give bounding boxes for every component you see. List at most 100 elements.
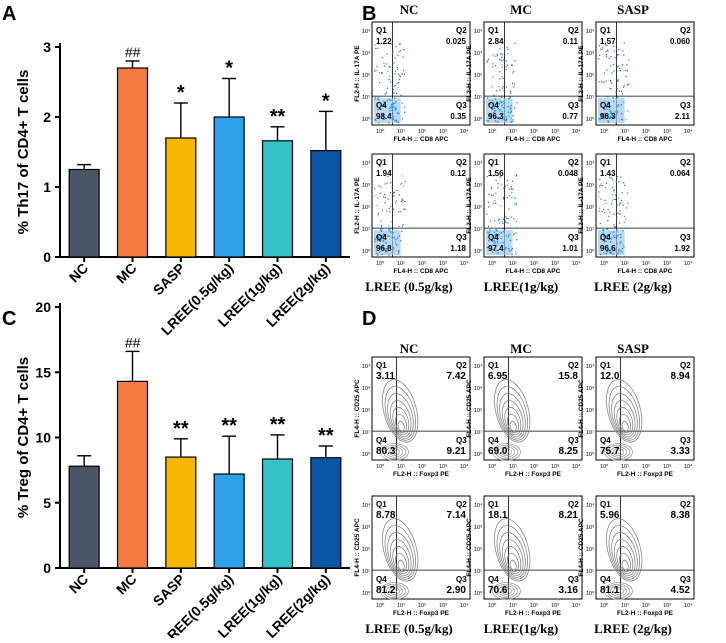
x-log-tick: 10¹ <box>509 129 517 135</box>
event-dot <box>627 110 629 112</box>
y-log-tick: 10⁰ <box>474 248 483 255</box>
event-dot <box>510 110 512 113</box>
event-dot <box>488 233 490 236</box>
event-dot <box>382 244 384 247</box>
event-dot <box>486 246 489 249</box>
event-dot <box>499 89 501 91</box>
x-log-tick: 10⁴ <box>460 602 469 609</box>
event-dot <box>501 110 503 113</box>
treg-bar-chart: % Treg of CD4+ T cells 0 5 10 15 20 NC ## MC ** S… <box>15 299 350 643</box>
event-dot <box>493 102 495 104</box>
contour-ring <box>613 587 624 595</box>
event-dot <box>492 251 494 253</box>
contour-ring <box>610 446 627 458</box>
event-dot <box>387 198 389 200</box>
event-dot <box>397 237 399 239</box>
event-dot <box>601 117 603 119</box>
event-dot <box>494 109 496 112</box>
x-log-tick: 10⁴ <box>572 463 581 470</box>
event-dot <box>626 63 628 66</box>
event-dot <box>395 108 397 110</box>
event-dot <box>506 64 508 66</box>
event-dot <box>505 68 507 71</box>
event-dot <box>398 73 400 75</box>
contour-ring <box>392 449 397 455</box>
event-dot <box>494 199 496 202</box>
event-dot <box>625 75 627 78</box>
y-log-tick: 10² <box>586 73 594 79</box>
event-dot <box>607 208 609 211</box>
quadrant-label-q4: Q4 <box>600 233 611 242</box>
event-dot <box>628 83 630 85</box>
event-dot <box>504 185 506 187</box>
event-dot <box>381 230 383 232</box>
event-dot <box>392 112 394 114</box>
event-dot <box>505 60 508 62</box>
event-dot <box>489 220 491 222</box>
contour-ring <box>504 407 522 436</box>
row-title-lree-05: LREE (0.5g/kg) <box>365 621 452 636</box>
event-dot <box>613 224 615 226</box>
event-dot <box>493 239 496 242</box>
y-axis-label: FL2-H :: IL-17A PE <box>354 45 361 102</box>
event-dot <box>598 210 600 212</box>
event-dot <box>392 88 395 91</box>
event-dot <box>488 231 491 234</box>
event-dot <box>602 229 605 231</box>
panel-label-d: D <box>362 308 376 330</box>
event-dot <box>598 196 600 198</box>
row-title-lree-2: LREE (2g/kg) <box>594 621 672 636</box>
quadrant-value-q1: 1.57 <box>600 37 616 46</box>
event-dot <box>509 188 511 190</box>
significance-label: * <box>225 58 233 80</box>
event-dot <box>374 188 376 190</box>
event-dot <box>503 187 505 189</box>
event-dot <box>510 121 512 123</box>
y-log-tick: 10⁰ <box>586 116 595 123</box>
event-dot <box>620 199 623 202</box>
event-dot <box>382 114 385 117</box>
x-axis-label: FL2-H :: Foxp3 PE <box>505 610 562 617</box>
event-dot <box>397 227 399 229</box>
event-dot <box>619 250 622 252</box>
event-dot <box>511 191 513 194</box>
event-dot <box>374 98 376 101</box>
event-dot <box>492 66 494 68</box>
event-dot <box>610 65 612 67</box>
contour-ring <box>383 583 406 599</box>
quadrant-label-q4: Q4 <box>488 436 499 445</box>
event-dot <box>395 119 397 121</box>
event-dot <box>600 198 602 200</box>
event-dot <box>379 192 381 195</box>
event-dot <box>625 118 627 120</box>
x-log-tick: 10⁰ <box>600 463 609 470</box>
event-dot <box>612 180 614 182</box>
y-tick-label: 1 <box>43 179 51 195</box>
event-dot <box>605 55 608 57</box>
event-dot <box>507 218 509 220</box>
quadrant-label-q2: Q2 <box>680 158 691 167</box>
event-dot <box>506 46 508 49</box>
event-dot <box>613 50 615 52</box>
event-dot <box>600 253 602 256</box>
x-log-tick: 10³ <box>663 464 671 470</box>
event-dot <box>610 177 612 179</box>
event-dot <box>511 253 513 256</box>
event-dot <box>384 202 386 204</box>
event-dot <box>614 249 616 252</box>
event-dot <box>501 118 503 120</box>
event-dot <box>607 50 609 52</box>
x-log-tick: 10⁰ <box>600 260 609 267</box>
significance-label: ** <box>270 106 286 128</box>
x-axis-label: FL4-H :: CD8 APC <box>506 136 561 143</box>
event-dot <box>501 76 503 78</box>
event-dot <box>391 109 393 111</box>
event-dot <box>497 182 499 185</box>
event-dot <box>510 249 513 251</box>
event-dot <box>392 118 395 121</box>
event-dot <box>380 228 382 230</box>
event-dot <box>505 216 507 218</box>
event-dot <box>493 94 495 96</box>
quadrant-value-q2: 7.14 <box>447 510 467 521</box>
event-dot <box>606 108 608 111</box>
